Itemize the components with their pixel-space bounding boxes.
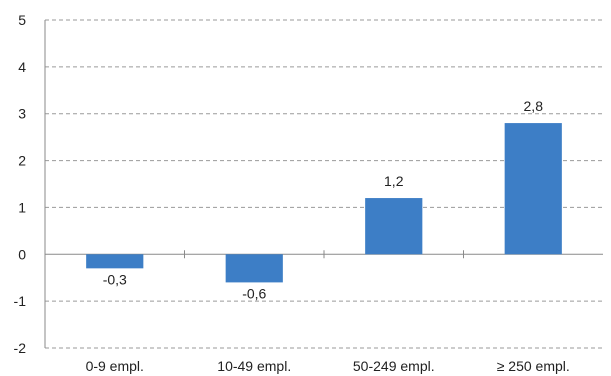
y-tick-label: 2	[18, 153, 26, 169]
y-tick-label: 5	[18, 12, 26, 28]
data-labels: -0,3 -0,6 1,2 2,8	[103, 98, 544, 301]
x-axis-tick-labels: 0-9 empl. 10-49 empl. 50-249 empl. ≥ 250 em…	[86, 358, 570, 374]
y-axis-tick-labels: 5 4 3 2 1 0 -1 -2	[14, 12, 27, 356]
bars	[86, 123, 562, 283]
bar-value-label: -0,6	[242, 285, 266, 301]
y-tick-label: 1	[18, 199, 26, 215]
bar	[365, 198, 423, 255]
x-tick-label: 50-249 empl.	[353, 358, 435, 374]
bar-value-label: 1,2	[384, 173, 404, 189]
x-tick-label: 10-49 empl.	[217, 358, 291, 374]
y-tick-label: 0	[18, 246, 26, 262]
bar-value-label: 2,8	[524, 98, 544, 114]
bar-value-label: -0,3	[103, 271, 127, 287]
y-tick-label: -2	[14, 340, 27, 356]
x-tick-label: ≥ 250 empl.	[497, 358, 570, 374]
y-tick-label: 4	[18, 59, 26, 75]
bar	[86, 254, 144, 269]
x-tick-label: 0-9 empl.	[86, 358, 144, 374]
y-tick-label: -1	[14, 293, 27, 309]
bar	[225, 254, 283, 283]
y-tick-label: 3	[18, 106, 26, 122]
bar	[504, 123, 562, 255]
